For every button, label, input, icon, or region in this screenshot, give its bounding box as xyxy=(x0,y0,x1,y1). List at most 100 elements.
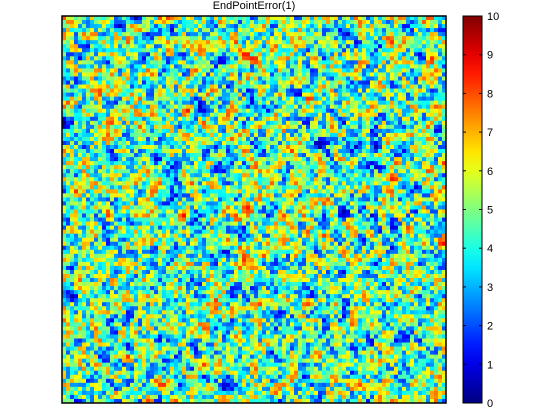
heatmap-cell xyxy=(154,72,159,77)
heatmap-cell xyxy=(218,112,223,118)
heatmap-cell xyxy=(406,136,411,142)
heatmap-cell xyxy=(370,60,375,65)
heatmap-cell xyxy=(426,68,431,73)
heatmap-cell xyxy=(186,145,191,150)
heatmap-cell xyxy=(186,44,191,49)
heatmap-cell xyxy=(290,84,295,89)
heatmap-cell xyxy=(110,132,115,138)
heatmap-cell xyxy=(86,197,91,202)
heatmap-cell xyxy=(166,108,171,114)
heatmap-cell xyxy=(238,48,243,53)
heatmap-cell xyxy=(90,197,95,202)
heatmap-cell xyxy=(322,52,327,57)
heatmap-cell xyxy=(226,92,231,97)
heatmap-cell xyxy=(298,16,303,21)
heatmap-cell xyxy=(82,72,87,77)
heatmap-cell xyxy=(122,157,127,162)
heatmap-cell xyxy=(198,20,203,25)
heatmap-cell xyxy=(386,84,391,89)
heatmap-cell xyxy=(350,165,355,170)
heatmap-cell xyxy=(302,161,307,166)
heatmap-cell xyxy=(258,193,263,198)
heatmap-cell xyxy=(90,72,95,77)
heatmap-cell xyxy=(258,24,263,29)
heatmap-cell xyxy=(434,28,439,33)
heatmap-cell xyxy=(130,221,135,226)
heatmap-cell xyxy=(130,24,135,29)
heatmap-cell xyxy=(106,197,111,202)
heatmap-cell xyxy=(122,80,127,85)
heatmap-cell xyxy=(398,132,403,138)
heatmap-cell xyxy=(374,128,379,134)
heatmap-cell xyxy=(66,56,71,61)
heatmap-cell xyxy=(410,169,415,174)
heatmap-cell xyxy=(438,205,443,210)
heatmap-cell xyxy=(102,165,107,170)
heatmap-cell xyxy=(298,116,303,122)
heatmap-cell xyxy=(210,193,215,198)
heatmap-cell xyxy=(94,44,99,49)
heatmap-cell xyxy=(442,197,447,202)
heatmap-cell xyxy=(154,165,159,170)
heatmap-cell xyxy=(346,48,351,53)
heatmap-cell xyxy=(378,48,383,53)
heatmap-cell xyxy=(242,80,247,85)
heatmap-cell xyxy=(366,92,371,97)
heatmap-cell xyxy=(246,100,251,106)
heatmap-cell xyxy=(346,193,351,198)
heatmap-cell xyxy=(338,201,343,206)
heatmap-cell xyxy=(422,161,427,166)
heatmap-cell xyxy=(198,28,203,33)
heatmap-cell xyxy=(290,201,295,206)
heatmap-cell xyxy=(390,112,395,118)
heatmap-cell xyxy=(210,153,215,158)
heatmap-cell xyxy=(214,169,219,174)
heatmap-cell xyxy=(278,44,283,49)
heatmap-cell xyxy=(210,108,215,114)
heatmap-cell xyxy=(258,197,263,202)
heatmap-cell xyxy=(102,173,107,178)
heatmap-cell xyxy=(118,213,123,218)
heatmap-cell xyxy=(186,173,191,178)
heatmap-cell xyxy=(130,217,135,222)
heatmap-cell xyxy=(386,20,391,25)
heatmap-cell xyxy=(298,36,303,41)
heatmap-cell xyxy=(162,96,167,102)
heatmap-cell xyxy=(62,68,67,73)
heatmap-cell xyxy=(342,197,347,202)
heatmap-cell xyxy=(430,100,435,106)
heatmap-cell xyxy=(94,24,99,29)
heatmap-cell xyxy=(302,177,307,182)
heatmap-cell xyxy=(418,205,423,210)
heatmap-cell xyxy=(82,40,87,45)
heatmap-cell xyxy=(366,120,371,126)
heatmap-cell xyxy=(286,140,291,146)
heatmap-cell xyxy=(122,76,127,81)
heatmap-cell xyxy=(118,120,123,126)
heatmap-cell xyxy=(442,16,447,21)
heatmap-cell xyxy=(230,201,235,206)
heatmap-cell xyxy=(146,201,151,206)
heatmap-cell xyxy=(362,52,367,57)
heatmap-cell xyxy=(146,197,151,202)
heatmap-cell xyxy=(362,153,367,158)
heatmap-cell xyxy=(210,161,215,166)
heatmap-cell xyxy=(190,128,195,134)
heatmap-cell xyxy=(402,96,407,102)
heatmap-cell xyxy=(246,36,251,41)
heatmap-cell xyxy=(250,132,255,138)
heatmap-cell xyxy=(226,213,231,218)
heatmap-cell xyxy=(322,100,327,106)
heatmap-cell xyxy=(274,68,279,73)
heatmap-cell xyxy=(346,116,351,122)
heatmap-cell xyxy=(114,52,119,57)
heatmap-cell xyxy=(350,32,355,37)
heatmap-cell xyxy=(350,80,355,85)
heatmap-cell xyxy=(322,56,327,61)
heatmap-cell xyxy=(278,60,283,65)
heatmap-cell xyxy=(158,140,163,146)
heatmap-cell xyxy=(278,84,283,89)
heatmap-cell xyxy=(206,145,211,150)
heatmap-cell xyxy=(98,177,103,182)
heatmap-cell xyxy=(90,100,95,106)
